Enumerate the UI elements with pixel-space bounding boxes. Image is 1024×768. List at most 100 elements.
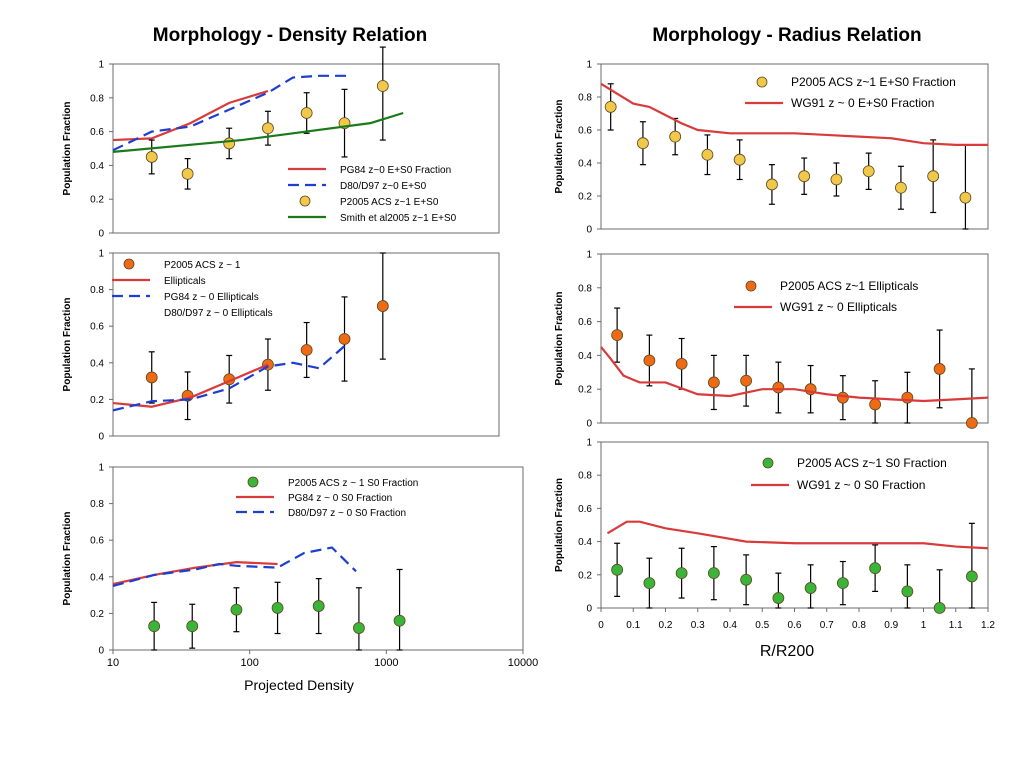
y-tick-label: 0 <box>586 419 592 430</box>
data-point <box>869 398 882 411</box>
legend-marker <box>299 195 311 207</box>
data-point <box>772 592 785 604</box>
x-tick-label: 0.1 <box>626 620 640 631</box>
legend-label: D80/D97 z~0 E+S0 <box>340 181 427 192</box>
x-tick-label: 0.8 <box>852 620 866 631</box>
data-point <box>927 170 940 183</box>
data-point <box>707 376 720 389</box>
legend-label: P2005 ACS z ~ 1 <box>164 260 241 271</box>
y-tick-label: 0.4 <box>90 161 104 172</box>
legend-marker <box>756 76 768 88</box>
y-tick-label: 0.6 <box>90 322 104 333</box>
right-figure-title: Morphology - Radius Relation <box>652 25 921 46</box>
data-point <box>669 130 682 143</box>
legend-label: PG84 z ~ 0 Ellipticals <box>164 292 259 303</box>
data-point <box>836 577 849 589</box>
legend-marker <box>123 258 135 270</box>
y-tick-label: 0.6 <box>578 317 592 328</box>
data-point <box>300 344 313 356</box>
data-point <box>933 363 946 375</box>
y-tick-label: 0.8 <box>578 283 592 294</box>
legend-label: P2005 ACS z ~ 1 S0 Fraction <box>288 478 418 489</box>
data-point <box>707 567 720 580</box>
y-tick-label: 0.2 <box>578 385 592 396</box>
x-tick-label: 100 <box>240 657 258 669</box>
series-line <box>112 363 269 408</box>
y-tick-label: 0 <box>98 646 104 657</box>
y-tick-label: 0.2 <box>90 195 104 206</box>
y-tick-label: 1 <box>98 249 104 260</box>
data-point <box>643 577 656 589</box>
data-point <box>901 585 914 598</box>
x-tick-label: 0.9 <box>884 620 898 631</box>
y-tick-label: 0.2 <box>578 192 592 203</box>
y-tick-label: 0 <box>98 229 104 240</box>
data-point <box>862 165 875 178</box>
data-point <box>145 151 158 163</box>
data-point <box>393 614 406 627</box>
data-point <box>798 170 811 183</box>
data-point <box>376 80 389 92</box>
legend-label: WG91 z ~ 0 S0 Fraction <box>797 478 925 492</box>
series-line <box>112 89 269 142</box>
data-point <box>353 622 365 634</box>
chart-panel-5: 0 0.2 0.4 0.6 0.8 1 Population Fraction P2005 A… <box>554 250 989 430</box>
legend-label: Smith et al2005 z~1 E+S0 <box>340 213 457 224</box>
legend-marker <box>247 476 259 488</box>
y-tick-label: 0.8 <box>90 285 104 296</box>
y-tick-label: 0.2 <box>90 395 104 406</box>
data-point <box>675 357 688 370</box>
left-figure-title: Morphology - Density Relation <box>153 25 427 46</box>
legend-marker <box>762 457 774 469</box>
data-point <box>701 148 714 161</box>
y-axis-label: Population Fraction <box>62 298 73 392</box>
data-point <box>611 563 624 576</box>
legend-marker <box>745 280 757 292</box>
x-tick-label: 0.2 <box>659 620 673 631</box>
legend-label: WG91 z ~ 0 E+S0 Fraction <box>791 96 934 110</box>
chart-panel-2: 0 0.2 0.4 0.6 0.8 1 Population Fraction P2005 A… <box>62 249 500 443</box>
data-point <box>933 602 946 614</box>
data-point <box>733 153 746 166</box>
chart-panel-3: 0 0.2 0.4 0.6 0.8 1 Population Fraction 10 100 10… <box>62 463 538 670</box>
y-tick-label: 1 <box>98 60 104 71</box>
series-line <box>112 343 347 412</box>
y-tick-label: 1 <box>98 463 104 474</box>
y-tick-label: 0.4 <box>90 572 104 583</box>
data-point <box>637 137 649 150</box>
data-point <box>836 391 849 404</box>
data-point <box>895 181 907 194</box>
y-tick-label: 0.4 <box>578 351 592 362</box>
data-point <box>959 191 972 204</box>
plot-frame <box>112 63 500 234</box>
x-tick-label: 0.6 <box>788 620 802 631</box>
y-axis-label: Population Fraction <box>554 478 565 572</box>
right-x-axis-title: R/R200 <box>760 643 814 660</box>
data-point <box>965 417 978 429</box>
x-tick-label: 0.4 <box>723 620 737 631</box>
data-point <box>830 173 843 186</box>
legend-label: P2005 ACS z~1 E+S0 Fraction <box>791 75 956 89</box>
x-tick-label: 1000 <box>374 657 398 669</box>
data-point <box>766 178 778 191</box>
series-line <box>112 74 347 152</box>
data-point <box>965 570 978 583</box>
x-tick-label: 1 <box>921 620 927 631</box>
data-point <box>740 374 753 387</box>
data-point <box>604 101 617 113</box>
y-tick-label: 0 <box>586 604 592 615</box>
data-point <box>611 329 624 342</box>
plot-frame <box>600 63 989 230</box>
legend-label: D80/D97 z ~ 0 Ellipticals <box>164 308 273 319</box>
series-line <box>600 346 989 403</box>
data-point <box>312 600 325 612</box>
series-line <box>600 82 988 146</box>
x-tick-label: 0.3 <box>691 620 705 631</box>
chart-panel-4: 0 0.2 0.4 0.6 0.8 1 Population Fraction P2005 A… <box>554 60 989 236</box>
data-point <box>300 107 313 119</box>
y-tick-label: 0 <box>98 432 104 443</box>
y-tick-label: 0.8 <box>90 93 104 104</box>
x-tick-label: 0 <box>598 620 604 631</box>
data-point <box>148 620 161 633</box>
